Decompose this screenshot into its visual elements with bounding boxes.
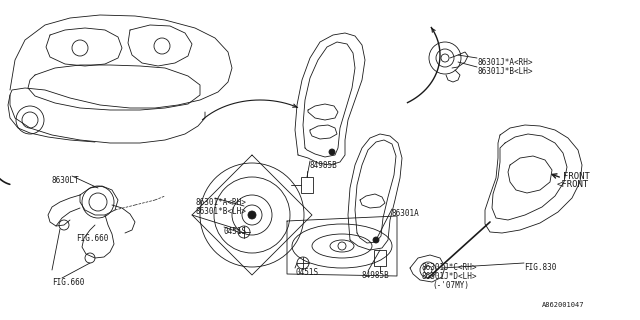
- Text: 86301*B<LH>: 86301*B<LH>: [195, 207, 246, 216]
- Text: A862001047: A862001047: [542, 302, 584, 308]
- Text: 86301J*A<RH>: 86301J*A<RH>: [477, 58, 532, 67]
- Text: 86301A: 86301A: [392, 209, 420, 218]
- Text: (-'07MY): (-'07MY): [432, 281, 469, 290]
- Text: <FRONT: <FRONT: [557, 180, 589, 189]
- Text: 86301J*C<RH>: 86301J*C<RH>: [421, 263, 477, 272]
- Bar: [301, 177, 313, 193]
- Text: FRONT: FRONT: [563, 172, 590, 180]
- Text: 86301*A<RH>: 86301*A<RH>: [195, 198, 246, 207]
- Circle shape: [329, 149, 335, 155]
- Text: 86301J*B<LH>: 86301J*B<LH>: [477, 67, 532, 76]
- Text: 0451S: 0451S: [295, 268, 318, 277]
- Bar: [374, 250, 386, 266]
- Text: 84985B: 84985B: [362, 271, 390, 280]
- Circle shape: [373, 237, 379, 243]
- Text: 86301J*D<LH>: 86301J*D<LH>: [421, 272, 477, 281]
- Text: 0451S: 0451S: [224, 227, 247, 236]
- Text: 84985B: 84985B: [310, 161, 338, 170]
- Text: FIG.660: FIG.660: [52, 278, 84, 287]
- Text: FIG.660: FIG.660: [76, 234, 108, 243]
- Text: 8630LT: 8630LT: [52, 176, 80, 185]
- Text: FIG.830: FIG.830: [524, 263, 556, 272]
- Circle shape: [248, 211, 256, 219]
